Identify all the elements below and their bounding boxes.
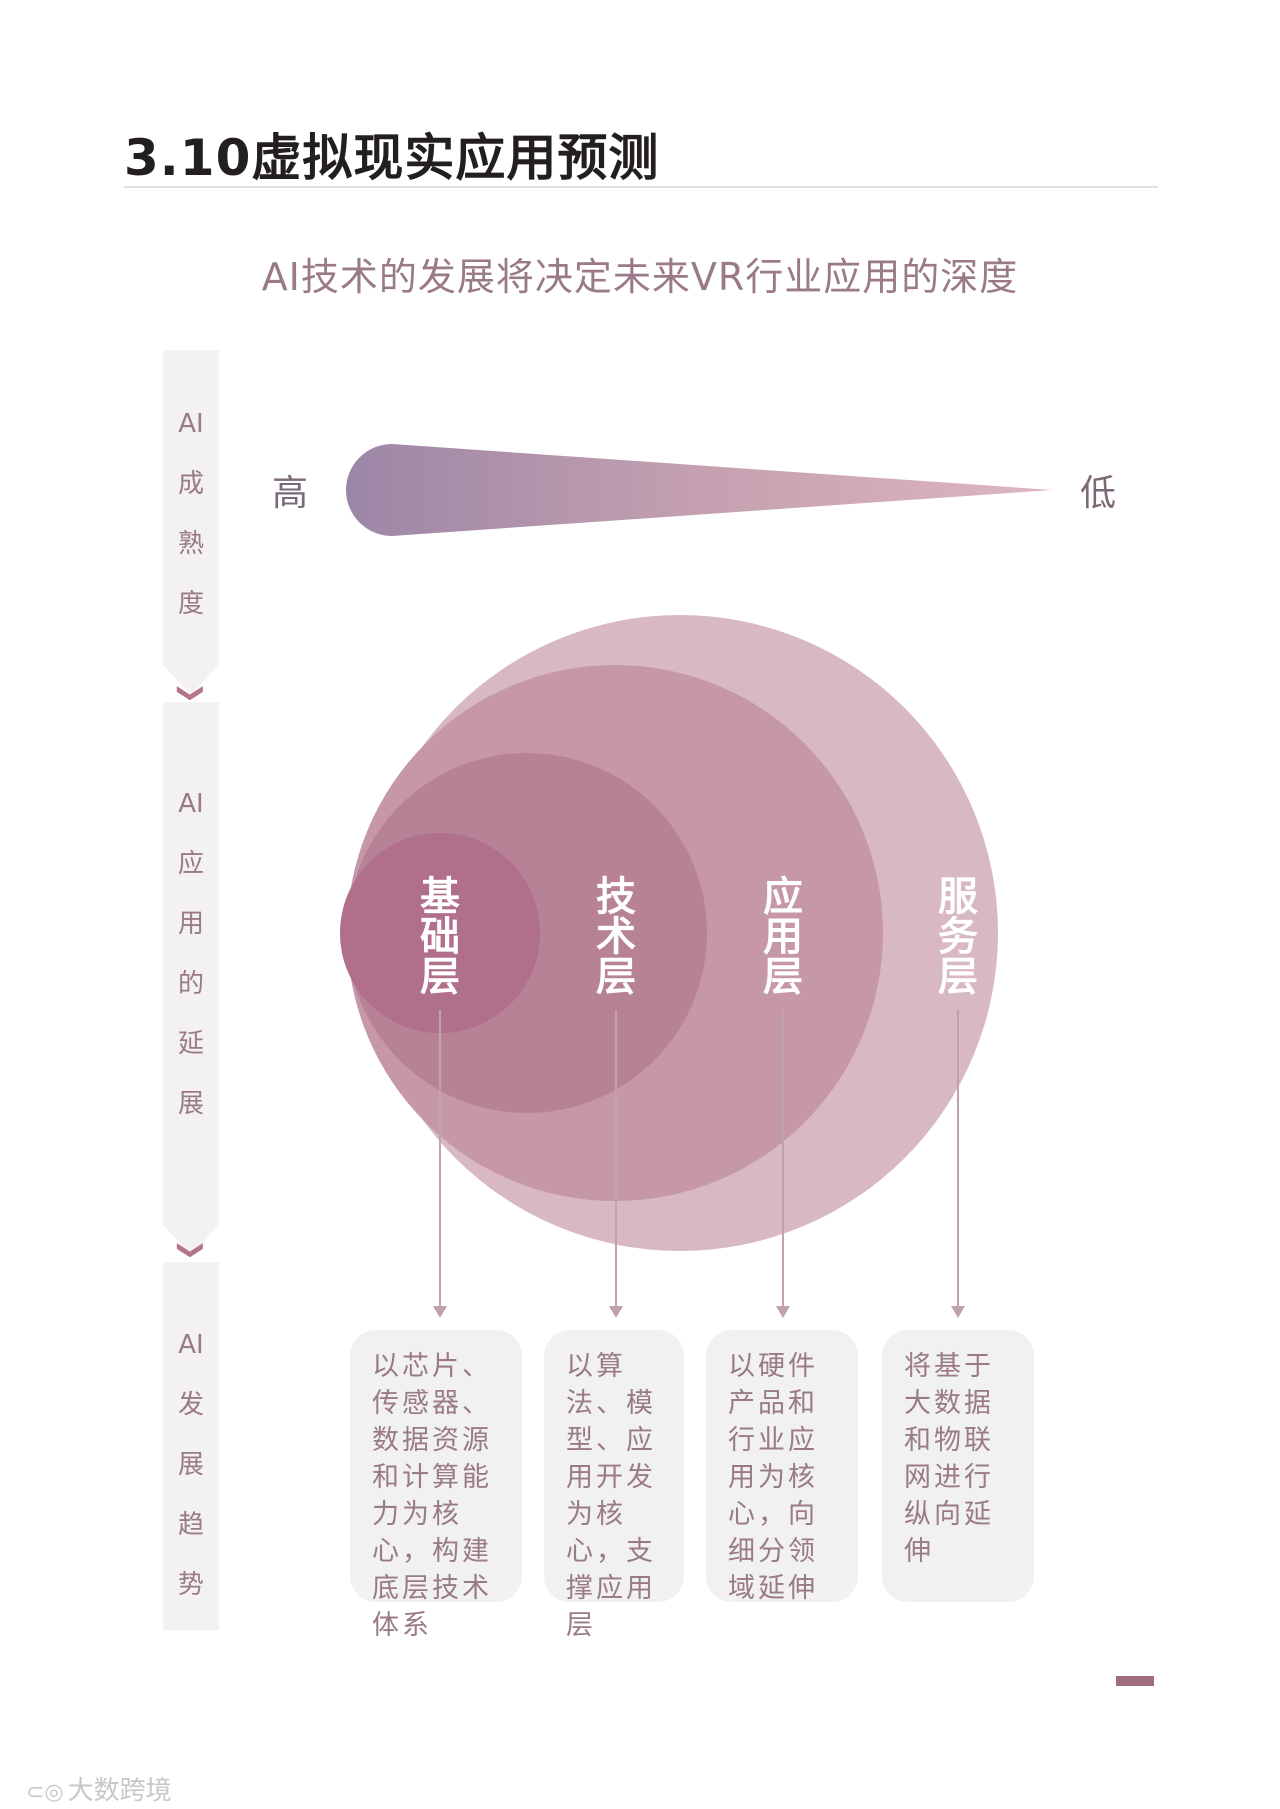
layer-char: 应 bbox=[763, 874, 803, 920]
layer-char: 务 bbox=[938, 914, 978, 960]
layer-char: 层 bbox=[420, 954, 460, 1000]
technology-layer-card: 以算法、模型、应用开发为核心，支撑应用层 bbox=[544, 1330, 684, 1641]
side-char: AI bbox=[178, 409, 204, 439]
side-char: 展 bbox=[177, 1089, 204, 1119]
card-description: 以算法、模型、应用开发为核心，支撑应用层 bbox=[566, 1351, 656, 1641]
connector-arrows bbox=[433, 1010, 965, 1318]
side-char: 趋 bbox=[177, 1510, 204, 1540]
side-panel: AI 成 熟 度 ❯ AI 应 用 的 延 展 ❯ AI 发 展 趋 势 bbox=[163, 350, 219, 1630]
watermark-text: 大数跨境 bbox=[67, 1776, 172, 1806]
card-description: 以芯片、传感器、数据资源和计算能力为核心，构建底层技术体系 bbox=[372, 1351, 492, 1641]
layer-char: 基 bbox=[420, 874, 460, 920]
side-char: AI bbox=[178, 1330, 204, 1360]
side-char: AI bbox=[178, 789, 204, 819]
high-label: 高 bbox=[272, 473, 309, 514]
page-marker bbox=[1116, 1676, 1154, 1686]
watermark-logo-icon: ⊂◎ bbox=[26, 1780, 64, 1805]
layer-char: 础 bbox=[420, 914, 460, 960]
diagram-subtitle: AI技术的发展将决定未来VR行业应用的深度 bbox=[261, 255, 1019, 299]
side-char: 度 bbox=[177, 589, 204, 619]
application-layer-card: 以硬件产品和行业应用为核心，向细分领域延伸 bbox=[706, 1330, 858, 1604]
layer-char: 层 bbox=[596, 954, 636, 1000]
service-layer-card: 将基于大数据和物联网进行纵向延伸 bbox=[882, 1330, 1034, 1602]
watermark: ⊂◎ 大数跨境 bbox=[26, 1770, 172, 1807]
card-description: 以硬件产品和行业应用为核心，向细分领域延伸 bbox=[728, 1351, 818, 1604]
side-char: 熟 bbox=[177, 529, 204, 559]
layer-label-application: 应 用 层 bbox=[753, 877, 813, 997]
layer-label-technology: 技 术 层 bbox=[586, 877, 646, 997]
side-char: 用 bbox=[177, 909, 204, 939]
card-description: 将基于大数据和物联网进行纵向延伸 bbox=[904, 1351, 994, 1567]
side-char: 应 bbox=[177, 849, 204, 879]
foundation-layer-card: 以芯片、传感器、数据资源和计算能力为核心，构建底层技术体系 bbox=[350, 1330, 522, 1641]
layer-char: 服 bbox=[938, 874, 978, 920]
side-char: 势 bbox=[177, 1570, 204, 1600]
side-char: 的 bbox=[177, 969, 204, 999]
side-char: 成 bbox=[177, 469, 204, 499]
layer-char: 用 bbox=[763, 914, 803, 960]
side-char: 展 bbox=[177, 1450, 204, 1480]
low-label: 低 bbox=[1080, 473, 1117, 514]
layer-char: 层 bbox=[938, 954, 978, 1000]
layer-char: 层 bbox=[763, 954, 803, 1000]
side-char: 发 bbox=[177, 1390, 204, 1420]
title-divider bbox=[124, 186, 1158, 188]
foundation-layer-circle bbox=[340, 833, 540, 1033]
maturity-gradient-wedge bbox=[346, 444, 1052, 536]
layer-char: 技 bbox=[596, 874, 636, 920]
side-char: 延 bbox=[177, 1029, 204, 1059]
layer-label-foundation: 基 础 层 bbox=[410, 877, 470, 997]
layer-char: 术 bbox=[596, 914, 636, 960]
layer-label-service: 服 务 层 bbox=[928, 877, 988, 997]
side-panel-background bbox=[163, 350, 219, 1630]
page-title: 3.10虚拟现实应用预测 bbox=[124, 129, 660, 187]
